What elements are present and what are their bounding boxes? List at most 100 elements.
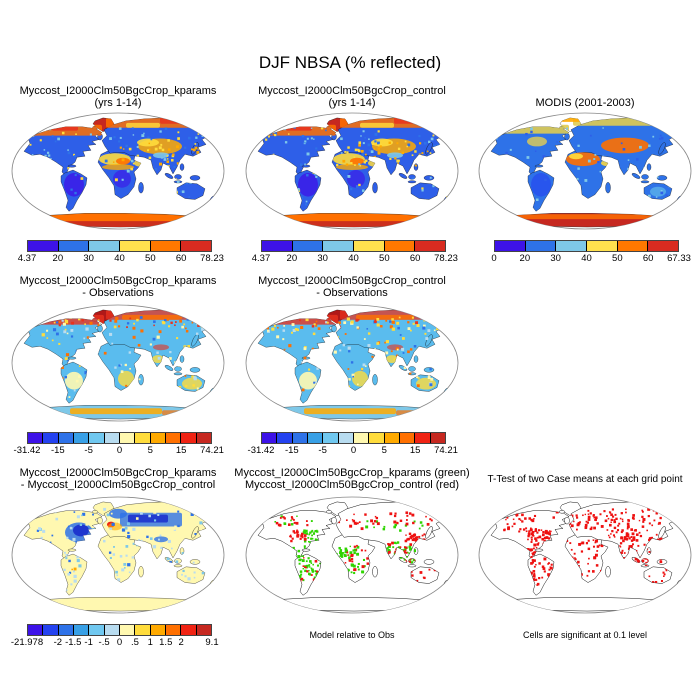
island	[67, 548, 77, 552]
colorbar-segment	[354, 241, 385, 251]
colorbar-tick-label: 1.5	[159, 637, 173, 648]
island	[398, 365, 408, 371]
colorbar-ticks-modis: 0 20 30 40 50 60 67.33	[491, 253, 691, 265]
island	[97, 324, 103, 333]
world-map-control-minus-obs	[245, 304, 459, 422]
colorbar-segment	[58, 625, 74, 635]
island	[138, 374, 144, 386]
panel-title-t-test: T-Test of two Case means at each grid po…	[487, 474, 682, 486]
panel-title-line: Myccost_I2000Clm50BgcCrop_kparams	[19, 275, 217, 287]
colorbar-tick-label: 30	[83, 253, 94, 264]
island	[179, 163, 185, 171]
colorbar-tick-label: 0	[116, 637, 123, 648]
continents-layer	[490, 501, 682, 612]
colorbar-segment	[28, 625, 44, 635]
colorbar-tick-label: -21.978	[10, 637, 44, 648]
continent-na	[490, 126, 570, 179]
panel-title-line: Myccost_I2000Clm50BgcCrop_kparams (green…	[234, 467, 470, 479]
colorbar-tick-label: 40	[114, 253, 125, 264]
continent-sa	[294, 553, 322, 596]
colorbar-segment	[262, 241, 293, 251]
colorbar-segment	[292, 241, 324, 251]
colorbar-tick-label: 4.37	[17, 253, 37, 264]
island	[189, 175, 201, 181]
island	[67, 164, 77, 168]
colorbar-segment	[119, 625, 136, 635]
colorbar-tick-label: 67.33	[667, 253, 691, 264]
colorbar-segment	[338, 433, 354, 443]
panel-title-line: - Observations	[316, 287, 388, 299]
colorbar-segment	[28, 433, 44, 443]
panel-title-control: Myccost_I2000Clm50BgcCrop_control (yrs 1-…	[258, 85, 446, 109]
colorbar-segment	[196, 625, 211, 635]
colorbar-segment	[495, 241, 526, 251]
colorbar-tick-label: 5	[381, 445, 387, 456]
colorbar-tick-label: -31.42	[13, 445, 41, 456]
panel-title-line: (yrs 1-14)	[94, 97, 142, 109]
island	[301, 548, 311, 552]
island	[413, 355, 419, 363]
colorbar-tick-label: 74.21	[200, 445, 224, 456]
colorbar-segment	[28, 241, 59, 251]
colorbar-segment	[323, 241, 355, 251]
colorbar-tick-label: 0	[116, 445, 123, 456]
world-map-kparams-minus-control	[11, 496, 225, 614]
colorbar-tick-label: 20	[519, 253, 531, 264]
colorbar-tick-label: 30	[550, 253, 561, 264]
panel-title-line: MODIS (2001-2003)	[535, 97, 635, 109]
colorbar-tick-label: 60	[642, 253, 654, 264]
world-map-control	[245, 112, 459, 230]
colorbar-kparams-minus-obs	[27, 432, 212, 444]
panel-title-line: - Myccost_I2000Clm50BgcCrop_control	[20, 479, 216, 491]
panel-title-line: Myccost_I2000Clm50BgcCrop_control (red)	[245, 479, 459, 491]
colorbar-tick-label: .5	[130, 637, 139, 648]
island	[407, 564, 417, 568]
colorbar-tick-label: 2	[178, 637, 184, 648]
colorbar-tick-label: 30	[317, 253, 328, 264]
colorbar-kparams-minus-control	[27, 624, 212, 636]
colorbar-segment	[353, 433, 370, 443]
colorbar-segment	[150, 625, 166, 635]
panel-title-model-vs-obs-dots: Myccost_I2000Clm50BgcCrop_kparams (green…	[234, 467, 469, 491]
world-map-kparams-minus-obs	[11, 304, 225, 422]
island	[398, 173, 408, 179]
colorbar-tick-label: -15	[284, 445, 299, 456]
world-map-t-test	[478, 496, 692, 614]
colorbar-segment	[415, 433, 431, 443]
colorbar-segment	[617, 241, 649, 251]
colorbar-tick-label: 15	[175, 445, 187, 456]
panel-title-kparams: Myccost_I2000Clm50BgcCrop_kparams (yrs 1-…	[20, 85, 217, 109]
colorbar-ticks-kparams: 4.37 20 30 40 50 60 78.23	[18, 253, 224, 265]
island	[372, 566, 378, 578]
island	[605, 566, 611, 578]
panel-title-modis: MODIS (2001-2003)	[535, 97, 634, 109]
island	[174, 174, 182, 180]
colorbar-segment	[415, 241, 446, 251]
world-map-modis	[478, 112, 692, 230]
world-map-model-vs-obs-dots	[245, 496, 459, 614]
island	[372, 374, 378, 386]
colorbar-tick-label: 9.1	[205, 637, 219, 648]
colorbar-segment	[58, 433, 74, 443]
continent-australia	[410, 182, 440, 200]
panel-title-line: Myccost_I2000Clm50BgcCrop_kparams	[19, 467, 217, 479]
colorbar-segment	[73, 433, 90, 443]
island	[326, 510, 332, 514]
island	[189, 367, 201, 373]
panel-title-kparams-minus-obs: Myccost_I2000Clm50BgcCrop_kparams - Obser…	[20, 275, 217, 299]
colorbar-segment	[323, 433, 339, 443]
colorbar-tick-label: -1.5	[65, 637, 82, 648]
island	[179, 355, 185, 363]
island	[534, 548, 544, 552]
colorbar-tick-label: -15	[50, 445, 65, 456]
colorbar-tick-label: 1	[147, 637, 153, 648]
colorbar-segment	[384, 241, 416, 251]
island	[189, 559, 201, 565]
panel-title-line: Myccost_I2000Clm50BgcCrop_control	[258, 275, 446, 287]
panel-title-line: - Observations	[82, 287, 154, 299]
colorbar-tick-label: -.5	[98, 637, 110, 648]
